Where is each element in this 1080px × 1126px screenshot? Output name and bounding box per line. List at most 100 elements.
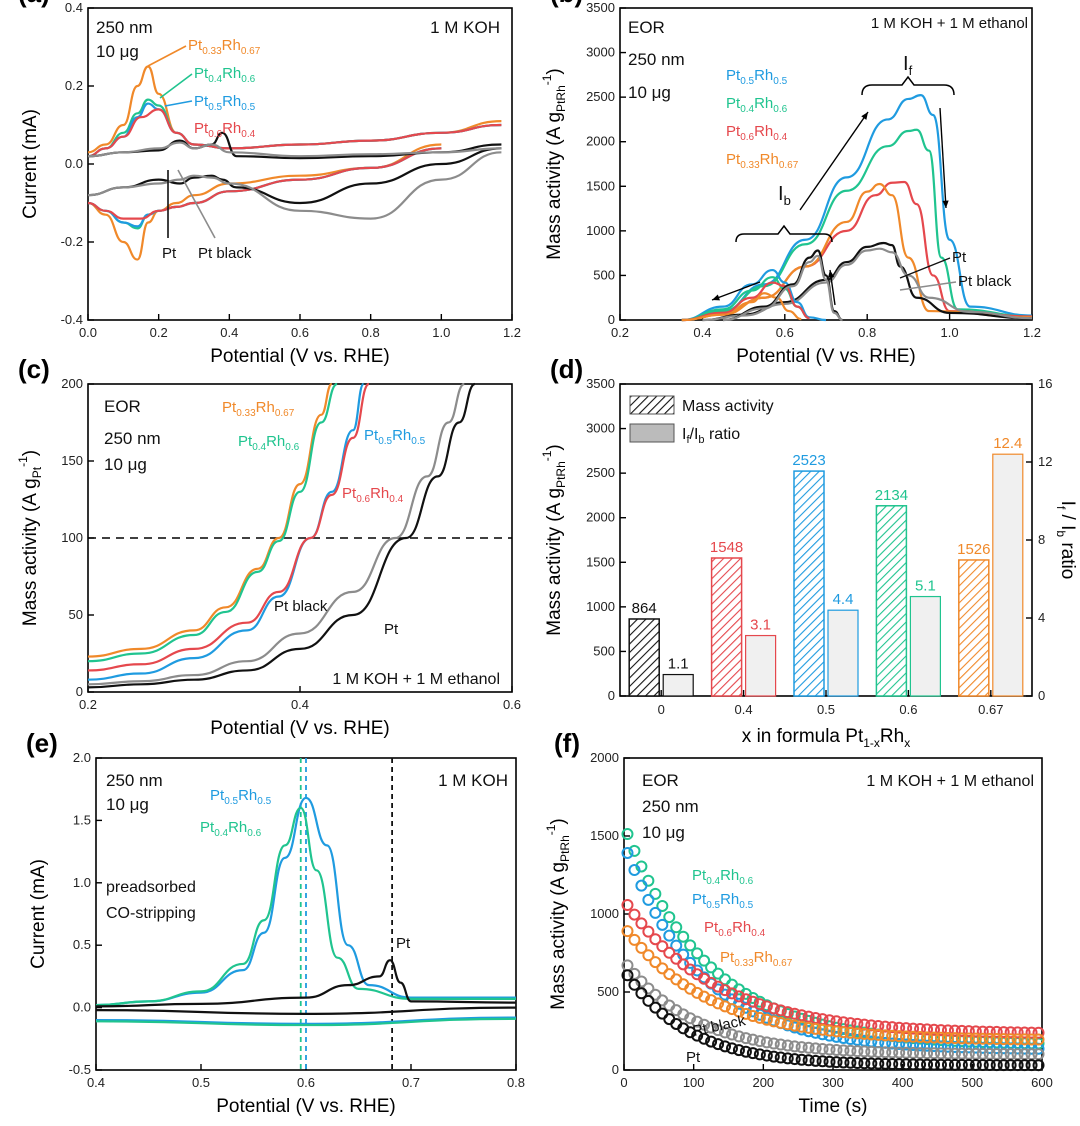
x-axis-label: Potential (V vs. RHE): [210, 718, 390, 739]
time-point-pt033rh067: [732, 1005, 745, 1018]
time-point-pt05rh05: [628, 864, 641, 877]
time-point-ptblack: [684, 1012, 697, 1025]
time-point-pt: [928, 1058, 941, 1071]
time-point-pt033rh067: [1025, 1033, 1038, 1046]
time-point-pt033rh067: [976, 1032, 989, 1045]
y-tick-label: 1000: [586, 599, 615, 614]
ratio-value: 1.1: [668, 656, 689, 673]
time-point-pt06rh04: [795, 1009, 808, 1022]
annotation: 250 nm: [628, 50, 685, 69]
panel-c: [87, 382, 513, 693]
time-point-ptblack: [719, 1026, 732, 1039]
ib-brace: [735, 224, 833, 243]
time-point-pt05rh05: [948, 1040, 961, 1053]
y-tick-label: 0: [608, 688, 615, 703]
mass-activity-bar: [958, 559, 990, 697]
time-point-pt: [732, 1044, 745, 1057]
panel-letter: (e): [26, 728, 58, 758]
series-label-pt033rh067: Pt0.33Rh0.67: [726, 151, 799, 171]
panel-f: [621, 757, 1045, 1072]
time-point-pt06rh04: [983, 1025, 996, 1038]
x-tick-label: 0.6: [899, 702, 917, 717]
mass-activity-bar: [710, 557, 743, 697]
backward-scan-line: [681, 281, 810, 322]
ratio-value: 5.1: [915, 578, 936, 595]
annotation: 1 M KOH: [438, 771, 508, 790]
time-point-pt: [753, 1048, 766, 1061]
time-point-pt06rh04: [1018, 1026, 1031, 1039]
y-tick-label: 3500: [586, 376, 615, 391]
x-tick-label: 1.2: [503, 325, 521, 340]
time-point-ptblack: [844, 1044, 857, 1057]
x-tick-label: 300: [822, 1075, 844, 1090]
time-point-ptblack: [830, 1043, 843, 1056]
time-point-pt033rh067: [788, 1019, 801, 1032]
time-point-ptblack: [879, 1046, 892, 1059]
time-point-pt04rh06: [621, 828, 634, 841]
time-point-pt06rh04: [990, 1025, 1003, 1038]
time-point-pt033rh067: [893, 1030, 906, 1043]
series-label-pt05rh05: Pt0.5Rh0.5: [210, 787, 272, 807]
annotation: 250 nm: [106, 771, 163, 790]
time-point-pt05rh05: [656, 918, 669, 931]
y-right-tick-label: 0: [1038, 688, 1045, 703]
time-point-pt06rh04: [941, 1024, 954, 1037]
time-point-ptblack: [914, 1047, 927, 1060]
time-point-pt033rh067: [858, 1027, 871, 1040]
time-point-pt05rh05: [914, 1039, 927, 1052]
x-tick-label: 0.4: [87, 1075, 105, 1090]
series-line-pt033rh067: [87, 382, 333, 658]
time-point-pt033rh067: [900, 1030, 913, 1043]
time-point-pt033rh067: [990, 1033, 1003, 1046]
series-line-ptblack: [87, 382, 465, 686]
y-tick-label: 200: [61, 376, 83, 391]
time-point-pt05rh05: [941, 1040, 954, 1053]
cv-anodic-line: [87, 141, 502, 158]
time-point-pt033rh067: [872, 1028, 885, 1041]
time-point-pt06rh04: [893, 1021, 906, 1034]
time-point-pt: [628, 978, 641, 991]
time-point-pt033rh067: [649, 956, 662, 969]
mass-activity-value: 864: [632, 600, 657, 617]
time-point-ptblack: [746, 1033, 759, 1046]
x-tick-label: 1.2: [1023, 325, 1041, 340]
time-point-pt033rh067: [621, 925, 634, 938]
time-point-ptblack: [1032, 1048, 1045, 1061]
time-point-ptblack: [886, 1046, 899, 1059]
time-point-pt06rh04: [955, 1024, 968, 1037]
time-point-pt033rh067: [663, 968, 676, 981]
time-point-pt06rh04: [753, 998, 766, 1011]
ratio-value: 4.4: [833, 591, 854, 608]
y-axis-label: Current (mA): [28, 859, 49, 969]
y-tick-label: 2500: [586, 89, 615, 104]
x-tick-label: 200: [752, 1075, 774, 1090]
time-point-pt033rh067: [628, 933, 641, 946]
time-point-pt06rh04: [907, 1022, 920, 1035]
time-point-pt: [844, 1056, 857, 1069]
annotation: 10 μg: [106, 795, 149, 814]
time-point-pt06rh04: [760, 1000, 773, 1013]
time-point-pt04rh06: [649, 887, 662, 900]
time-point-pt05rh05: [962, 1041, 975, 1054]
series-line-pt04rh06: [87, 382, 338, 663]
x-tick-label: 0.8: [858, 325, 876, 340]
time-point-ptblack: [760, 1036, 773, 1049]
annotation: 250 nm: [96, 18, 153, 37]
time-point-ptblack: [969, 1047, 982, 1060]
mass-activity-value: 2523: [792, 452, 825, 469]
label-pointer: [164, 100, 193, 107]
annotation: 10 μg: [104, 455, 147, 474]
time-point-pt: [1004, 1059, 1017, 1072]
time-point-pt: [983, 1059, 996, 1072]
time-point-pt: [725, 1042, 738, 1055]
time-point-pt033rh067: [642, 949, 655, 962]
x-tick-label: 0.6: [776, 325, 794, 340]
time-point-pt: [760, 1049, 773, 1062]
time-point-pt: [830, 1056, 843, 1069]
x-tick-label: 0.4: [291, 697, 309, 712]
forward-arrow-head: [861, 112, 868, 120]
time-point-pt05rh05: [934, 1040, 947, 1053]
y-axis-label: Current (mA): [20, 109, 41, 219]
time-point-ptblack: [816, 1042, 829, 1055]
series-line-pt04rh06: [95, 806, 516, 1007]
